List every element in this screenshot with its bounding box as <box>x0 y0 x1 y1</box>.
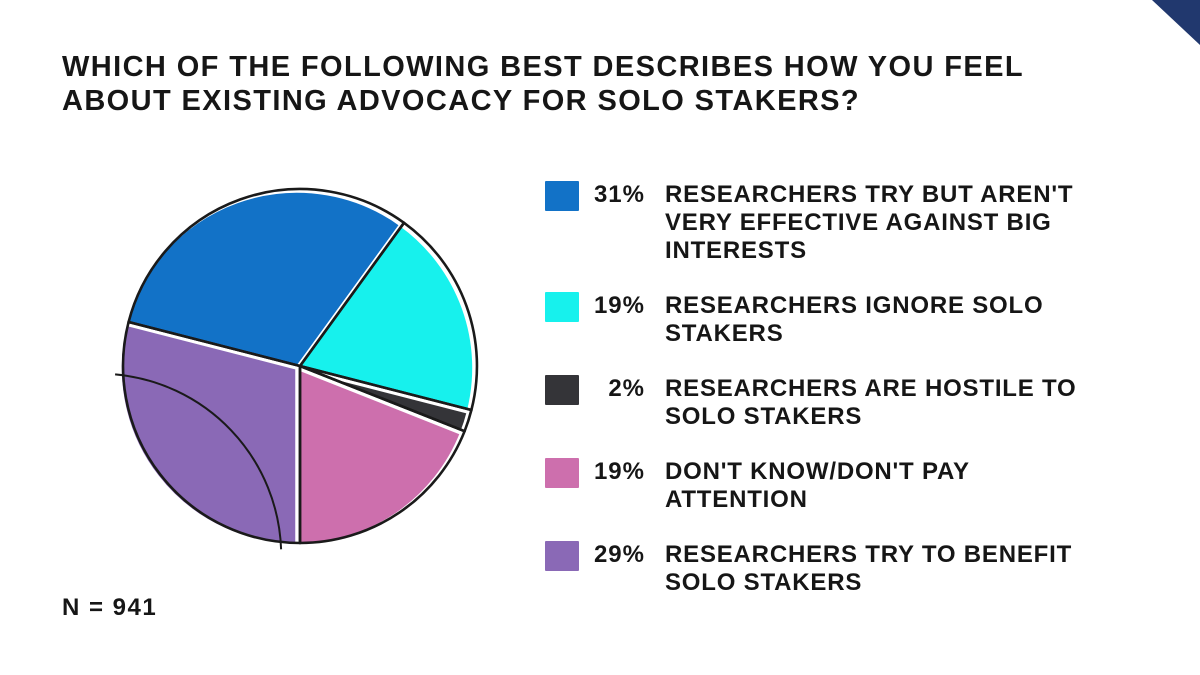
legend-swatch-blue <box>545 181 579 211</box>
legend-percent: 19% <box>593 292 645 319</box>
pie-slice <box>294 222 476 415</box>
legend-item: 31% Researchers try but aren't very effe… <box>545 181 1105 265</box>
legend-label: Don't know/don't pay attention <box>665 458 970 513</box>
sketch-arc <box>115 373 283 550</box>
legend-label: Researchers are hostile to solo stakers <box>665 375 1077 430</box>
legend-swatch-pink <box>545 458 579 488</box>
pie-slice-outline <box>298 221 479 412</box>
legend-percent: 29% <box>593 541 645 568</box>
legend-item: 19% Researchers ignore solo stakers <box>545 292 1105 348</box>
legend-percent: 19% <box>593 458 645 485</box>
legend-item: 19% Don't know/don't pay attention <box>545 458 1105 514</box>
pie-slice-outline <box>298 364 466 545</box>
sample-size-note: N = 941 <box>62 594 158 621</box>
legend-item: 29% Researchers try to benefit solo stak… <box>545 541 1105 597</box>
legend-swatch-purple <box>545 541 579 571</box>
pie-slice-outline <box>121 320 302 545</box>
legend-item: 2% Researchers are hostile to solo stake… <box>545 375 1105 431</box>
legend: 31% Researchers try but aren't very effe… <box>545 181 1105 597</box>
pie-slice <box>118 321 299 547</box>
legend-label: Researchers try but aren't very effectiv… <box>665 181 1074 264</box>
corner-triangle-decoration <box>1152 0 1200 45</box>
page-title: WHICH OF THE FOLLOWING BEST DESCRIBES HO… <box>62 51 1024 117</box>
legend-percent: 31% <box>593 181 645 208</box>
legend-swatch-cyan <box>545 292 579 322</box>
pie-slice-outline <box>127 187 406 368</box>
legend-label: Researchers ignore solo stakers <box>665 292 1044 347</box>
legend-label: Researchers try to benefit solo stakers <box>665 541 1073 596</box>
legend-swatch-dark <box>545 375 579 405</box>
legend-percent: 2% <box>608 375 645 402</box>
